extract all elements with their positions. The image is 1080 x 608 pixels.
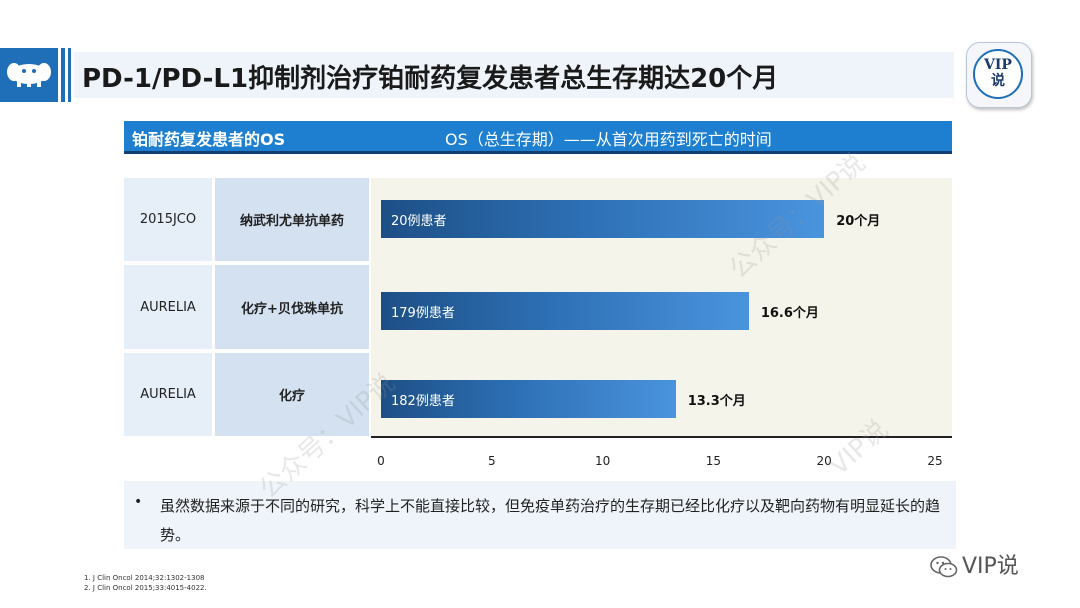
x-tick-label: 20 <box>816 454 832 468</box>
x-tick-label: 15 <box>705 454 722 468</box>
account-name: VIP说 <box>962 554 1019 579</box>
page-title: PD-1/PD-L1抑制剂治疗铂耐药复发患者总生存期达20个月 <box>82 64 779 94</box>
bar-label: 20例患者 <box>391 213 447 229</box>
wechat-icon <box>930 556 958 578</box>
x-tick-label: 10 <box>594 454 611 468</box>
note-box <box>124 481 956 549</box>
note-bullet: • <box>134 494 143 510</box>
chart-bar: 20例患者 <box>381 200 825 238</box>
chart-bar: 182例患者 <box>381 380 676 418</box>
regimen-cell: 化疗+贝伐珠单抗 <box>215 265 369 349</box>
note-text: 虽然数据来源于不同的研究，科学上不能直接比较，但免疫单药治疗的生存期已经比化疗以… <box>160 497 941 544</box>
bar-value-label: 13.3个月 <box>687 394 746 409</box>
reference-item: 2. J Clin Oncol 2015;33:4015-4022. <box>84 584 207 592</box>
elephant-logo-icon <box>7 63 51 87</box>
regimen-cell: 化疗 <box>215 353 369 436</box>
bar-label: 179例患者 <box>391 305 455 321</box>
vip-badge-line2: 说 <box>991 73 1005 89</box>
x-tick-label: 0 <box>377 454 385 468</box>
regimen-cell: 纳武利尤单抗单药 <box>215 178 369 261</box>
header-accent-bar <box>61 48 65 102</box>
reference-item: 1. J Clin Oncol 2014;32:1302-1308 <box>84 574 205 582</box>
section-title: 铂耐药复发患者的OS <box>132 130 286 149</box>
bar-label: 182例患者 <box>391 393 455 409</box>
section-header-bar <box>124 121 952 151</box>
x-tick-label: 5 <box>487 454 496 468</box>
vip-badge: VIP 说 <box>966 42 1032 108</box>
brand-logo <box>0 48 58 102</box>
title-band <box>74 52 954 98</box>
study-cell: AURELIA <box>124 265 212 349</box>
references: 1. J Clin Oncol 2014;32:1302-1308 2. J C… <box>84 573 207 593</box>
vip-badge-line1: VIP <box>984 57 1012 73</box>
study-cell: AURELIA <box>124 353 212 436</box>
chart-bar: 179例患者 <box>381 292 749 330</box>
account-watermark: VIP说 <box>930 548 1019 580</box>
header-accent-bar <box>68 48 71 102</box>
vip-badge-circle: VIP 说 <box>973 49 1023 99</box>
bar-value-label: 20个月 <box>836 214 881 229</box>
section-underline <box>124 151 952 154</box>
x-tick-label: 25 <box>927 454 943 468</box>
study-cell: 2015JCO <box>124 178 212 261</box>
section-subtitle: OS（总生存期）——从首次用药到死亡的时间 <box>445 130 772 149</box>
x-axis-line <box>371 436 952 438</box>
bar-value-label: 16.6个月 <box>760 306 819 321</box>
